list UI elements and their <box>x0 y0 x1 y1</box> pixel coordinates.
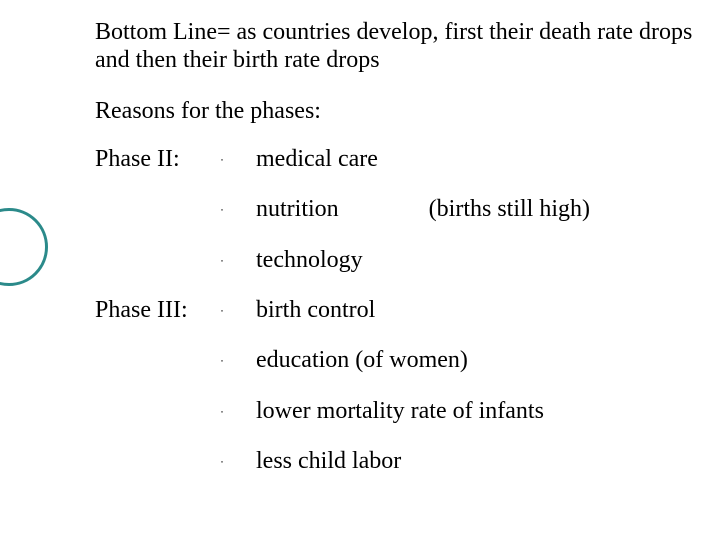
slide-content: Bottom Line= as countries develop, first… <box>95 18 700 497</box>
phase2-item-1-note: (births still high) <box>339 195 590 223</box>
bottom-line-text: Bottom Line= as countries develop, first… <box>95 18 700 75</box>
slide: Bottom Line= as countries develop, first… <box>0 0 720 540</box>
bullet-icon: · <box>220 145 256 166</box>
phase2-item-2: technology <box>256 246 363 274</box>
reasons-heading: Reasons for the phases: <box>95 97 700 125</box>
phase2-row-2: · technology <box>95 246 700 274</box>
bullet-icon: · <box>220 346 256 367</box>
phase2-item-0: medical care <box>256 145 378 173</box>
phase3-item-0: birth control <box>256 296 375 324</box>
bullet-icon: · <box>220 246 256 267</box>
bullet-icon: · <box>220 296 256 317</box>
phase2-item-1: nutrition <box>256 195 339 223</box>
decorative-circle <box>0 208 48 286</box>
phase2-label: Phase II: <box>95 145 220 173</box>
phase3-row-2: · lower mortality rate of infants <box>95 397 700 425</box>
phase3-row-1: · education (of women) <box>95 346 700 374</box>
phase3-row-3: · less child labor <box>95 447 700 475</box>
phase3-item-3: less child labor <box>256 447 401 475</box>
phase3-label: Phase III: <box>95 296 220 324</box>
phase2-row-0: Phase II: · medical care <box>95 145 700 173</box>
phase3-item-2: lower mortality rate of infants <box>256 397 544 425</box>
bullet-icon: · <box>220 195 256 216</box>
phase3-row-0: Phase III: · birth control <box>95 296 700 324</box>
phase2-row-1: · nutrition (births still high) <box>95 195 700 223</box>
bullet-icon: · <box>220 397 256 418</box>
bullet-icon: · <box>220 447 256 468</box>
phase3-item-1: education (of women) <box>256 346 468 374</box>
